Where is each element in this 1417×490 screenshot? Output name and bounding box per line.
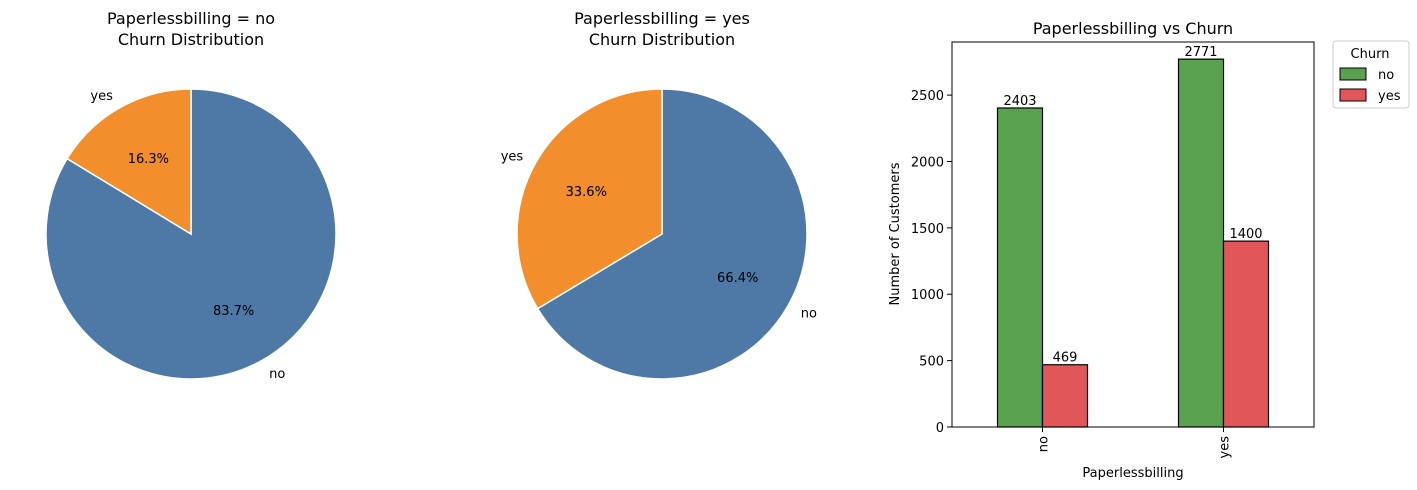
pie1-slice-label-no: no: [269, 367, 285, 382]
bar-value-label-no-churn-yes: 469: [1053, 351, 1078, 366]
bar-chart-paperless-vs-churn: Paperlessbilling vs Churn 0 500 1000 1500 20…: [888, 19, 1410, 481]
pie2-slice-no: [536, 88, 808, 380]
x-tick-label-yes: yes: [1218, 436, 1233, 459]
pie1-pct-label-yes: 16.3%: [128, 152, 169, 167]
pie1-slice-yes: [66, 88, 192, 236]
pie-chart-paperless-no: Paperlessbilling = no Churn Distribution…: [45, 9, 337, 382]
legend-swatch-no: [1339, 67, 1367, 81]
legend-title: Churn: [1351, 47, 1390, 62]
pie1-title-line2: Churn Distribution: [118, 30, 264, 49]
y-tick-label-0: 0: [936, 421, 944, 436]
pie1-slice-label-yes: yes: [90, 89, 113, 104]
bar-yes-churn-yes: [1222, 240, 1270, 428]
x-tick-label-no: no: [1037, 436, 1052, 452]
pie2-pct-label-yes: 33.6%: [566, 185, 607, 200]
bar-no-churn-yes: [1041, 364, 1089, 428]
legend-label-yes: yes: [1378, 89, 1401, 104]
y-tick-label-2: 1000: [911, 288, 944, 303]
y-tick-label-4: 2000: [911, 155, 944, 170]
legend-label-no: no: [1378, 68, 1394, 83]
bar-title: Paperlessbilling vs Churn: [1033, 19, 1233, 38]
legend: Churn no yes: [1332, 40, 1410, 109]
pie2-slice-label-yes: yes: [501, 149, 524, 164]
pie2-slices: 66.4% no 33.6% yes: [501, 88, 817, 380]
y-tick-label-5: 2500: [911, 89, 944, 104]
pie2-slice-label-no: no: [801, 307, 817, 322]
y-axis-ticks: 0 500 1000 1500 2000 2500: [911, 89, 952, 436]
y-tick-label-3: 1500: [911, 222, 944, 237]
plot-frame: [951, 41, 1315, 428]
bar-value-label-yes-churn-yes: 1400: [1229, 227, 1262, 242]
pie2-slice-yes: [516, 88, 663, 310]
y-tick-label-1: 500: [919, 355, 944, 370]
pie1-pct-label-no: 83.7%: [213, 304, 254, 319]
bar-yes-churn-no: [1177, 58, 1225, 428]
pie2-pct-label-no: 66.4%: [717, 271, 758, 286]
legend-swatch-yes: [1339, 88, 1367, 102]
legend-items: no yes: [1339, 67, 1401, 104]
bars: 2403 469 2771 1400: [996, 45, 1270, 428]
pie-chart-paperless-yes: Paperlessbilling = yes Churn Distributio…: [501, 9, 817, 380]
pie2-title-line2: Churn Distribution: [589, 30, 735, 49]
pie1-title-line1: Paperlessbilling = no: [107, 9, 275, 28]
pie1-slices: 83.7% no 16.3% yes: [45, 88, 337, 382]
y-axis-label: Number of Customers: [888, 162, 903, 305]
x-axis-ticks: no yes: [1037, 427, 1233, 458]
bar-value-label-no-churn-no: 2403: [1003, 94, 1036, 109]
bar-value-label-yes-churn-no: 2771: [1184, 45, 1217, 60]
bar-no-churn-no: [996, 107, 1044, 428]
pie1-slice-no: [45, 88, 337, 380]
pie2-title-line1: Paperlessbilling = yes: [574, 9, 750, 28]
x-axis-label: Paperlessbilling: [1082, 466, 1183, 481]
